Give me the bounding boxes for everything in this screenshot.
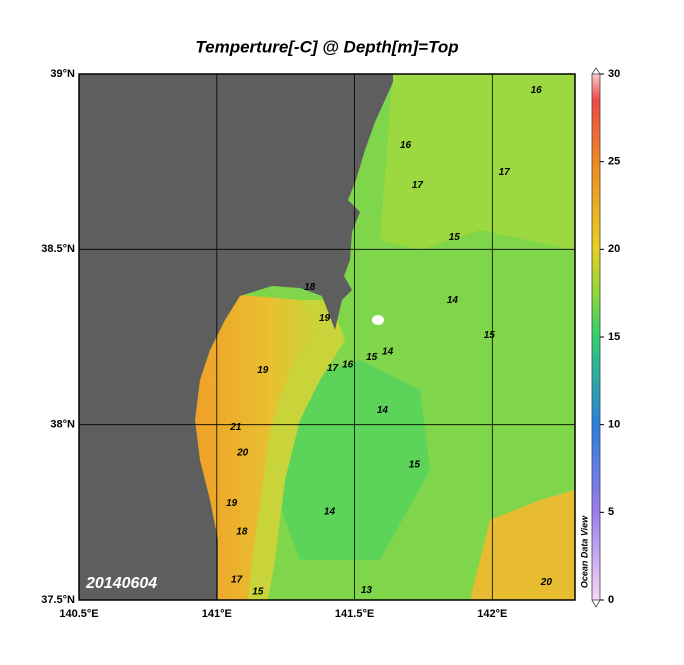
colorbar-tick-label: 20 <box>608 243 620 255</box>
colorbar-tick-label: 15 <box>608 331 620 343</box>
contour-label: 15 <box>449 232 461 243</box>
sea-warm-coast <box>195 295 320 600</box>
watermark: Ocean Data View <box>579 515 589 588</box>
colorbar <box>591 73 601 601</box>
contour-label: 15 <box>484 330 496 341</box>
sea-cool <box>270 360 430 560</box>
contour-label: 16 <box>400 140 412 151</box>
lon-tick-label: 140.5°E <box>59 608 98 620</box>
contour-label: 17 <box>412 180 424 191</box>
contour-label: 13 <box>361 585 373 596</box>
contour-label: 19 <box>226 498 238 509</box>
contour-label: 15 <box>366 352 378 363</box>
colorbar-tick-label: 25 <box>608 156 620 168</box>
contour-label: 19 <box>319 313 331 324</box>
contour-label: 14 <box>447 295 459 306</box>
contour-label: 14 <box>382 347 394 358</box>
contour-label: 17 <box>231 575 243 586</box>
lat-tick-label: 38°N <box>50 419 75 431</box>
contour-label: 16 <box>531 85 543 96</box>
date-label: 20140604 <box>85 575 157 592</box>
lat-tick-label: 39°N <box>50 68 75 80</box>
contour-label: 16 <box>342 360 354 371</box>
contour-label: 19 <box>257 365 269 376</box>
no-data-patch <box>372 315 384 325</box>
contour-label: 20 <box>540 577 553 588</box>
map-title: Temperture[-C] @ Depth[m]=Top <box>195 37 458 56</box>
sea-warm-north <box>380 74 575 250</box>
contour-label: 20 <box>236 448 249 459</box>
contour-label: 18 <box>304 282 316 293</box>
contour-label: 18 <box>236 527 248 538</box>
contour-label: 15 <box>409 460 421 471</box>
colorbar-tick-label: 10 <box>608 419 620 431</box>
lat-tick-label: 37.5°N <box>41 594 75 606</box>
colorbar-tick-label: 0 <box>608 594 614 606</box>
lon-tick-label: 142°E <box>477 608 507 620</box>
sea-warm-southeast <box>470 490 575 600</box>
colorbar-ends <box>591 67 601 608</box>
colorbar-tick-label: 30 <box>608 68 620 80</box>
contour-label: 14 <box>377 405 389 416</box>
land <box>79 74 393 600</box>
colorbar-tick-label: 5 <box>608 506 614 518</box>
lon-tick-label: 141°E <box>202 608 232 620</box>
map-area <box>79 74 575 600</box>
lat-tick-label: 38.5°N <box>41 243 75 255</box>
contour-label: 17 <box>499 167 511 178</box>
contour-label: 21 <box>229 422 242 433</box>
contour-label: 15 <box>252 587 264 598</box>
lon-tick-label: 141.5°E <box>335 608 374 620</box>
contour-label: 17 <box>327 363 339 374</box>
contour-label: 14 <box>324 507 336 518</box>
